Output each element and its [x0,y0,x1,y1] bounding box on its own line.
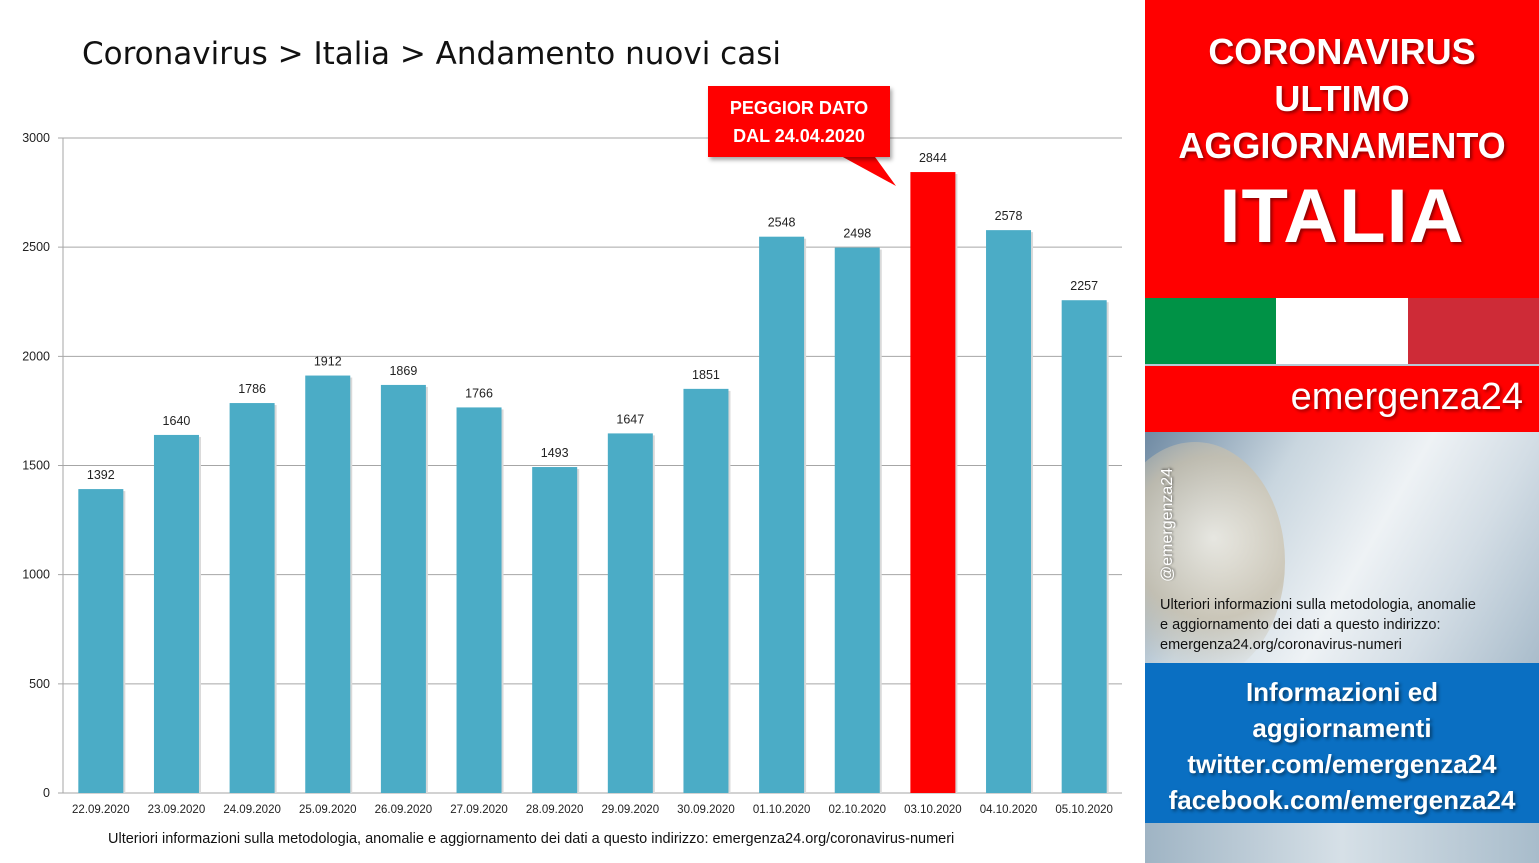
callout-pointer [830,150,896,186]
data-label: 1786 [238,382,266,396]
data-label: 1647 [616,412,644,426]
annotation-line-1: PEGGIOR DATO [729,98,869,118]
social-links-box: Informazioni ed aggiornamenti twitter.co… [1145,663,1539,823]
flag-green-stripe [1145,298,1277,364]
data-label: 1851 [692,368,720,382]
bar [986,230,1032,794]
italian-flag [1145,298,1539,364]
y-tick-label: 3000 [22,131,50,145]
y-tick-label: 1500 [22,459,50,473]
x-tick-label: 25.09.2020 [299,804,357,816]
sidebar-info-text: Ulteriori informazioni sulla metodologia… [1160,595,1532,655]
x-tick-label: 23.09.2020 [148,804,206,816]
background-photo: @emergenza24 Ulteriori informazioni sull… [1145,432,1539,682]
flag-red-stripe [1407,298,1539,364]
header-line-3: AGGIORNAMENTO [1178,125,1506,166]
x-tick-label: 24.09.2020 [223,804,281,816]
x-tick-label: 28.09.2020 [526,804,584,816]
x-tick-label: 29.09.2020 [602,804,660,816]
bar [380,384,426,793]
chart-footnote: Ulteriori informazioni sulla metodologia… [108,831,955,847]
social-handle: @emergenza24 [1159,467,1176,582]
y-tick-label: 0 [43,786,50,800]
annotation-callout: PEGGIOR DATO DAL 24.04.2020 [708,86,890,157]
data-label: 1640 [163,414,191,428]
x-tick-label: 22.09.2020 [72,804,130,816]
x-tick-label: 26.09.2020 [375,804,433,816]
bar [683,388,729,793]
bar-highlight [910,172,956,793]
data-label: 1766 [465,386,493,400]
data-label: 1493 [541,446,569,460]
y-tick-label: 2500 [22,240,50,254]
data-label: 2548 [768,216,796,230]
bar [759,236,805,794]
annotation-line-2: DAL 24.04.2020 [733,126,865,146]
bar [78,489,124,793]
bar [532,467,578,793]
bar [834,247,880,793]
x-tick-label: 30.09.2020 [677,804,735,816]
y-tick-label: 1000 [22,568,50,582]
data-label: 1869 [389,364,417,378]
x-tick-label: 27.09.2020 [450,804,508,816]
info-line-1: Ulteriori informazioni sulla metodologia… [1160,597,1476,613]
data-label: 1912 [314,355,342,369]
bar [456,407,502,793]
info-line-2: e aggiornamento dei dati a questo indiri… [1160,617,1441,633]
brand-name: emergenza24 [1290,376,1523,418]
bar [607,433,653,793]
x-tick-label: 04.10.2020 [980,804,1038,816]
flag-white-stripe [1276,298,1408,364]
data-label: 2578 [995,209,1023,223]
facebook-link[interactable]: facebook.com/emergenza24 [1168,785,1516,815]
data-label: 2498 [843,227,871,241]
twitter-link[interactable]: twitter.com/emergenza24 [1187,749,1497,779]
y-tick-label: 2000 [22,349,50,363]
sidebar: CORONAVIRUS ULTIMO AGGIORNAMENTO ITALIA … [1145,0,1539,863]
bar [305,375,351,793]
y-tick-label: 500 [29,677,50,691]
bar [1061,300,1107,793]
x-tick-label: 01.10.2020 [753,804,811,816]
header-line-1: CORONAVIRUS [1208,31,1476,72]
sidebar-header: CORONAVIRUS ULTIMO AGGIORNAMENTO ITALIA [1145,0,1539,298]
data-label: 2844 [919,151,947,165]
bar [229,403,275,793]
data-label: 2257 [1070,279,1098,293]
info-line-3: emergenza24.org/coronavirus-numeri [1160,637,1402,653]
header-line-2: ULTIMO [1274,78,1410,119]
links-line-1: Informazioni ed [1245,677,1439,707]
chart-title: Coronavirus > Italia > Andamento nuovi c… [82,36,781,72]
bottom-photo-strip [1145,823,1539,863]
photo-highlight [1145,442,1285,682]
x-tick-label: 05.10.2020 [1055,804,1113,816]
brand-bar: emergenza24 [1145,366,1539,432]
bar [153,434,199,793]
links-line-2: aggiornamenti [1252,713,1432,743]
x-tick-label: 02.10.2020 [828,804,886,816]
x-tick-label: 03.10.2020 [904,804,962,816]
chart-area: Coronavirus > Italia > Andamento nuovi c… [22,36,1122,847]
data-label: 1392 [87,468,115,482]
bar-chart: 0 500 1000 1500 2000 2500 3000 1392 22.09.2020 16… [22,131,1122,816]
header-country: ITALIA [1219,174,1465,259]
